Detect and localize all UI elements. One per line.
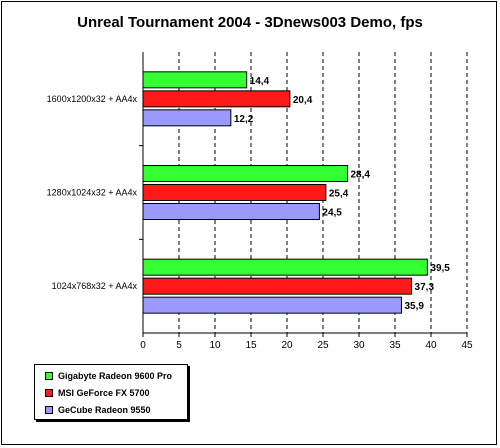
data-label: 25,4 (329, 189, 349, 200)
chart-title: Unreal Tournament 2004 - 3Dnews003 Demo,… (77, 14, 423, 31)
legend-label-gigabyte: Gigabyte Radeon 9600 Pro (58, 371, 173, 381)
x-tick-label: 40 (425, 340, 437, 351)
legend-label-msi: MSI GeForce FX 5700 (58, 388, 150, 398)
x-tick-label: 10 (209, 340, 221, 351)
x-tick-label: 30 (353, 340, 365, 351)
legend: Gigabyte Radeon 9600 Pro MSI GeForce FX … (34, 364, 188, 420)
bar (142, 296, 402, 314)
data-label: 28,4 (350, 170, 370, 181)
legend-item-gigabyte: Gigabyte Radeon 9600 Pro (45, 369, 172, 383)
legend-item-msi: MSI GeForce FX 5700 (45, 386, 150, 400)
bar (142, 90, 291, 108)
data-label: 35,9 (404, 301, 424, 312)
bar (142, 71, 248, 89)
category-label: 1280x1024x32 + AA4x (47, 188, 138, 198)
bar (142, 184, 327, 201)
x-tick-label: 5 (176, 340, 182, 351)
legend-swatch-msi (45, 389, 53, 397)
legend-swatch-gecube (45, 406, 53, 414)
x-tick-label: 35 (389, 340, 401, 351)
data-label: 14,4 (250, 76, 270, 87)
legend-swatch-gigabyte (45, 372, 53, 380)
bar (142, 109, 232, 127)
x-tick-label: 25 (317, 340, 329, 351)
category-label: 1024x768x32 + AA4x (52, 281, 138, 291)
bar (142, 258, 428, 276)
category-label: 1600x1200x32 + AA4x (47, 94, 138, 104)
bar (142, 203, 320, 220)
x-tick-label: 15 (245, 340, 257, 351)
data-label: 37,3 (415, 282, 435, 293)
data-label: 39,5 (430, 263, 450, 274)
legend-label-gecube: GeCube Radeon 9550 (58, 405, 151, 415)
bar (142, 165, 348, 182)
data-label: 24,5 (322, 208, 342, 219)
x-tick-label: 0 (140, 340, 146, 351)
x-tick-label: 45 (461, 340, 473, 351)
x-tick-label: 20 (281, 340, 293, 351)
legend-item-gecube: GeCube Radeon 9550 (45, 403, 151, 417)
bar (142, 277, 413, 295)
data-label: 20,4 (293, 95, 313, 106)
data-label: 12,2 (234, 114, 254, 125)
